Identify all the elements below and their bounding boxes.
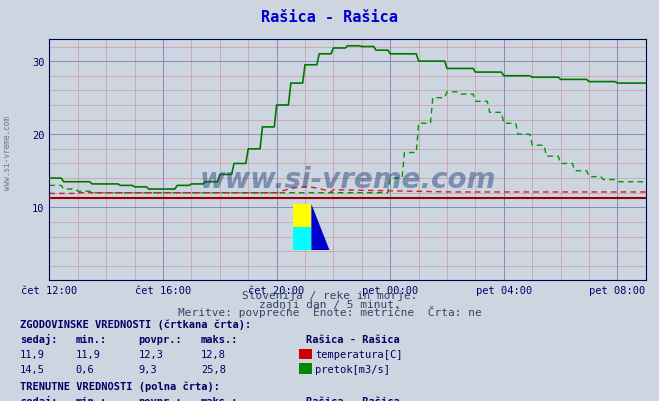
- Text: 25,8: 25,8: [201, 364, 226, 374]
- Text: 11,9: 11,9: [20, 349, 45, 359]
- Text: www.si-vreme.com: www.si-vreme.com: [3, 115, 13, 189]
- Text: temperatura[C]: temperatura[C]: [315, 349, 403, 359]
- Text: www.si-vreme.com: www.si-vreme.com: [200, 166, 496, 194]
- Text: sedaj:: sedaj:: [20, 333, 57, 344]
- Text: 14,5: 14,5: [20, 364, 45, 374]
- Text: min.:: min.:: [76, 334, 107, 344]
- Text: 12,8: 12,8: [201, 349, 226, 359]
- Text: maks.:: maks.:: [201, 396, 239, 401]
- Text: 9,3: 9,3: [138, 364, 157, 374]
- Text: 12,3: 12,3: [138, 349, 163, 359]
- Text: povpr.:: povpr.:: [138, 396, 182, 401]
- Polygon shape: [293, 228, 312, 251]
- Polygon shape: [312, 205, 330, 251]
- Text: Meritve: povprečne  Enote: metrične  Črta: ne: Meritve: povprečne Enote: metrične Črta:…: [178, 305, 481, 317]
- Text: TRENUTNE VREDNOSTI (polna črta):: TRENUTNE VREDNOSTI (polna črta):: [20, 380, 219, 391]
- Text: Rašica - Rašica: Rašica - Rašica: [261, 10, 398, 25]
- Text: Rašica - Rašica: Rašica - Rašica: [306, 334, 400, 344]
- Text: pretok[m3/s]: pretok[m3/s]: [315, 364, 390, 374]
- Text: Slovenija / reke in morje.: Slovenija / reke in morje.: [242, 291, 417, 301]
- Text: povpr.:: povpr.:: [138, 334, 182, 344]
- Text: Rašica - Rašica: Rašica - Rašica: [306, 396, 400, 401]
- Text: sedaj:: sedaj:: [20, 395, 57, 401]
- Text: maks.:: maks.:: [201, 334, 239, 344]
- Polygon shape: [293, 205, 312, 228]
- Text: min.:: min.:: [76, 396, 107, 401]
- Text: zadnji dan / 5 minut.: zadnji dan / 5 minut.: [258, 299, 401, 309]
- Text: ZGODOVINSKE VREDNOSTI (črtkana črta):: ZGODOVINSKE VREDNOSTI (črtkana črta):: [20, 318, 251, 329]
- Text: 0,6: 0,6: [76, 364, 94, 374]
- Text: 11,9: 11,9: [76, 349, 101, 359]
